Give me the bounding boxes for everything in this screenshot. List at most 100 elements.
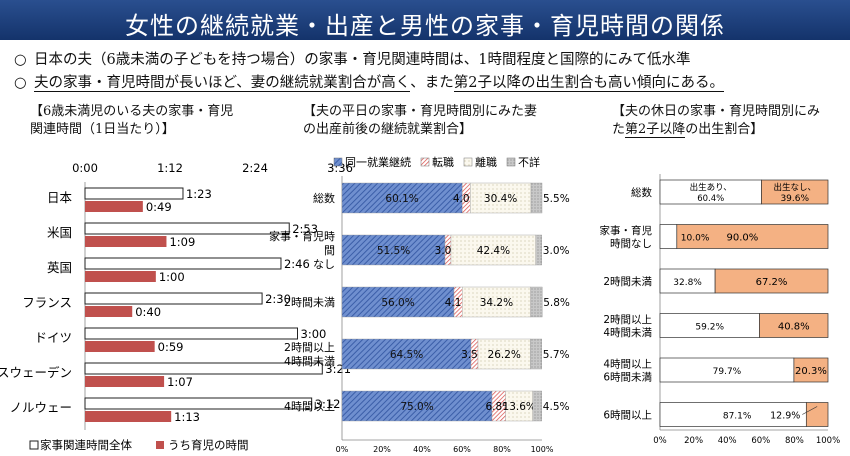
data-label: 75.0% bbox=[400, 401, 433, 413]
bar-segment-born bbox=[659, 224, 678, 249]
category-label: 4時間未満 bbox=[284, 355, 335, 368]
legend-label-total: 家事関連時間全体 bbox=[40, 438, 132, 452]
data-label: 5.5% bbox=[543, 193, 570, 205]
bar-segment bbox=[535, 234, 542, 266]
category-label: 総数 bbox=[313, 191, 335, 205]
category-label: 日本 bbox=[47, 190, 73, 205]
data-label: 51.5% bbox=[377, 245, 410, 257]
data-label-childcare: 1:00 bbox=[159, 270, 185, 284]
mid-title-line-2: の出産前後の継続就業割合】 bbox=[303, 122, 473, 137]
bar-segment bbox=[341, 182, 463, 214]
bar-segment-not-born bbox=[714, 268, 829, 294]
bar-segment bbox=[532, 390, 542, 422]
category-label: 4時間以上 bbox=[603, 359, 652, 371]
category-label: 4時間以上 bbox=[284, 400, 335, 413]
data-label: 5.7% bbox=[543, 349, 570, 361]
bar-total bbox=[84, 362, 323, 375]
category-label: 家事・育児 bbox=[600, 224, 653, 237]
data-label-born: 10.0% bbox=[681, 234, 710, 244]
x-tick-label: 60% bbox=[751, 436, 770, 446]
series-label-born: 出生あり、 bbox=[690, 182, 732, 193]
category-label: 米国 bbox=[47, 225, 72, 240]
x-tick-label: 20% bbox=[684, 436, 703, 446]
bar-childcare bbox=[85, 306, 133, 317]
x-tick-label: 2:24 bbox=[242, 161, 268, 175]
data-label: 34.2% bbox=[480, 297, 513, 309]
x-tick-label: 100% bbox=[531, 445, 554, 454]
x-tick-label: 20% bbox=[373, 445, 391, 454]
left-title-line-2: 関連時間（1日当たり）】 bbox=[30, 122, 175, 137]
data-label-not-born: 67.2% bbox=[756, 277, 788, 288]
data-label-childcare: 1:07 bbox=[167, 375, 193, 389]
legend-label: 同一就業継続 bbox=[345, 155, 411, 169]
data-label-not-born: 90.0% bbox=[727, 233, 759, 244]
category-label: ノルウェー bbox=[9, 400, 72, 415]
bar-childcare bbox=[85, 271, 156, 282]
legend-swatch-total bbox=[29, 440, 39, 450]
category-label: なし bbox=[313, 258, 335, 271]
label-leader-line bbox=[802, 406, 818, 415]
data-label-born: 79.7% bbox=[713, 367, 742, 377]
x-tick-label: 0% bbox=[653, 436, 667, 446]
bar-segment bbox=[530, 182, 543, 214]
legend-swatch bbox=[420, 157, 430, 167]
data-label-total: 1:23 bbox=[186, 187, 212, 201]
category-label: 家事・育児時 bbox=[269, 229, 335, 243]
bar-childcare bbox=[85, 411, 172, 422]
category-label: 2時間以上 bbox=[284, 341, 335, 354]
category-label: 2時間未満 bbox=[603, 276, 652, 288]
bar-total bbox=[84, 292, 263, 305]
bullet-1-text: 日本の夫（6歳未満の子どもを持つ場合）の家事・育児関連時間は、1時間程度と国際的… bbox=[34, 52, 691, 68]
middle-panel-title: 【夫の平日の家事・育児時間別にみた妻 の出産前後の継続就業割合】 bbox=[303, 103, 537, 139]
title-bar: 女性の継続就業・出産と男性の家事・育児時間の関係 bbox=[0, 0, 850, 40]
bar-total bbox=[84, 257, 282, 270]
series-label-not-born: 出生なし、 bbox=[773, 182, 816, 193]
data-label: 3.0% bbox=[543, 245, 570, 257]
bar-childcare bbox=[85, 236, 167, 247]
x-tick-label: 1:12 bbox=[157, 161, 183, 175]
category-label: 英国 bbox=[47, 260, 72, 275]
bar-segment bbox=[462, 286, 531, 318]
mid-title-line-1: 【夫の平日の家事・育児時間別にみた妻 bbox=[303, 104, 538, 119]
data-label: 30.4% bbox=[484, 193, 517, 205]
x-tick-label: 40% bbox=[718, 436, 737, 446]
bullet-2: ○ 夫の家事・育児時間が長いほど、妻の継続就業割合が高く、また第2子以降の出生割合… bbox=[14, 71, 725, 92]
bar-childcare bbox=[85, 341, 155, 352]
bar-segment bbox=[530, 286, 543, 318]
bar-segment bbox=[341, 234, 446, 266]
x-tick-label: 80% bbox=[493, 445, 511, 454]
legend-swatch-childcare bbox=[156, 441, 164, 449]
x-tick-label: 100% bbox=[816, 436, 840, 446]
bar-segment-not-born bbox=[676, 224, 829, 249]
x-tick-label: 3:36 bbox=[327, 161, 353, 175]
category-label: 6時間未満 bbox=[603, 372, 652, 384]
data-label-born: 59.2% bbox=[695, 323, 724, 333]
bullet-2-text-c: 第2子以降の出生割合も高い傾向にある。 bbox=[453, 75, 725, 92]
chart-continued-employment: 同一就業継続 転職 離職 不詳0% 20% 40% 60% 80% 100%総数 60.1% 4.0… bbox=[269, 155, 570, 454]
bar-segment-not-born bbox=[761, 179, 829, 205]
bar-segment-born bbox=[659, 357, 795, 383]
data-label-not-born: 20.3% bbox=[795, 366, 827, 377]
data-label: 64.5% bbox=[390, 349, 423, 361]
data-label-total: 2:30 bbox=[265, 292, 291, 306]
category-label: 総数 bbox=[631, 186, 652, 199]
data-label: 13.6% bbox=[503, 401, 536, 413]
legend-label: 不詳 bbox=[518, 155, 540, 169]
legend-label: 転職 bbox=[432, 156, 454, 169]
bar-segment bbox=[477, 338, 531, 370]
bar-segment bbox=[341, 338, 472, 370]
chart-second-child-birth: 0% 20% 40% 60% 80% 100% 総数 出生あり、60.4% 出生なし、39.6%… bbox=[600, 174, 840, 446]
category-label: 時間なし bbox=[610, 238, 652, 250]
bar-segment bbox=[341, 390, 493, 422]
bar-segment-not-born bbox=[793, 357, 829, 383]
left-panel-title: 【6歳未満児のいる夫の家事・育児 関連時間（1日当たり）】 bbox=[30, 103, 233, 139]
data-label-childcare: 0:40 bbox=[135, 305, 161, 319]
bar-segment-not-born bbox=[805, 402, 829, 427]
bar-segment-born bbox=[659, 179, 762, 205]
bar-segment bbox=[341, 286, 455, 318]
right-title-line-1: 【夫の休日の家事・育児時間別にみ bbox=[612, 104, 821, 119]
data-label: 56.0% bbox=[381, 297, 414, 309]
data-label-childcare: 1:09 bbox=[169, 235, 195, 249]
category-label: 2時間以上 bbox=[603, 314, 652, 326]
